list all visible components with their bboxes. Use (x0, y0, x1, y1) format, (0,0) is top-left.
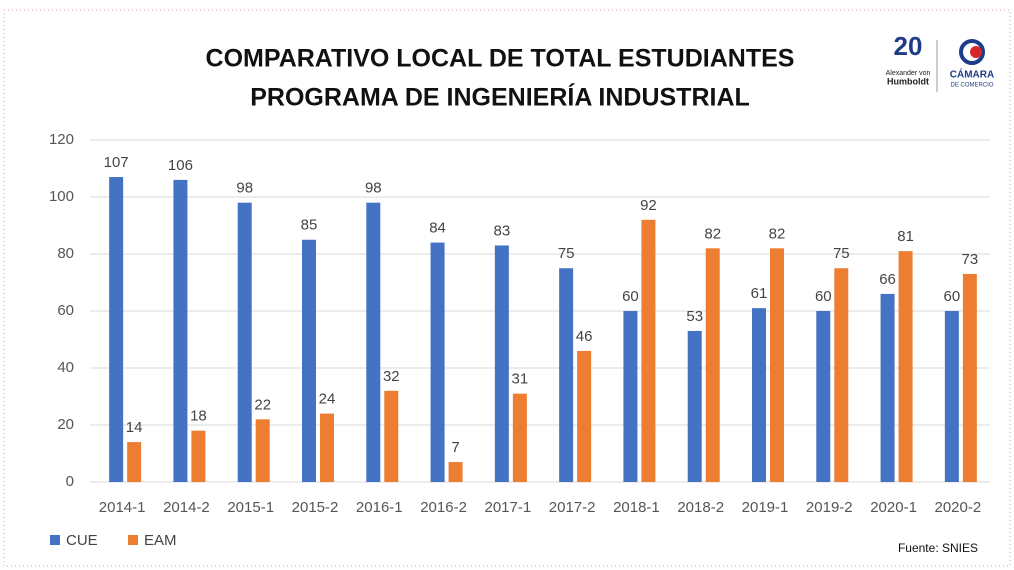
logo-text: DE COMERCIO (950, 83, 993, 89)
bar (512, 393, 527, 482)
bar (962, 273, 977, 482)
data-label: 75 (833, 245, 850, 262)
x-tick-label: 2018-2 (677, 499, 724, 516)
data-label: 81 (897, 228, 914, 245)
data-label: 82 (769, 225, 786, 242)
source: Fuente: SNIES (898, 541, 978, 555)
y-tick-label: 40 (57, 359, 74, 376)
data-label: 31 (512, 371, 529, 388)
bar (577, 350, 592, 482)
bar (109, 177, 124, 483)
chart-subtitle: PROGRAMA DE INGENIERÍA INDUSTRIAL (250, 83, 750, 112)
bar (834, 268, 849, 482)
x-tick-label: 2016-1 (356, 499, 403, 516)
logo: 20 Alexander von Humboldt CÁMARA DE COME… (886, 31, 994, 92)
legend-swatch (128, 535, 138, 545)
logo-icon (970, 46, 982, 58)
bar (448, 462, 463, 482)
data-label: 18 (190, 408, 207, 425)
x-tick-label: 2019-1 (742, 499, 789, 516)
x-tick-label: 2016-2 (420, 499, 467, 516)
bar (366, 202, 381, 482)
data-label: 75 (558, 245, 575, 262)
logo-text: Humboldt (887, 76, 929, 86)
bar (384, 390, 399, 482)
x-tick-label: 2020-1 (870, 499, 917, 516)
data-label: 82 (704, 225, 721, 242)
data-label: 32 (383, 368, 400, 385)
frame (3, 9, 1011, 567)
bar (320, 413, 334, 482)
y-tick-label: 60 (57, 302, 74, 319)
data-label: 66 (879, 271, 896, 288)
bar (173, 179, 188, 482)
y-tick-label: 20 (57, 416, 74, 433)
bar (641, 219, 656, 483)
bar (237, 202, 252, 482)
x-tick-label: 2019-2 (806, 499, 853, 516)
y-tick-label: 100 (49, 188, 74, 205)
bar (191, 430, 206, 482)
y-tick-label: 0 (66, 473, 74, 490)
data-label: 22 (254, 396, 271, 413)
logo-icon (959, 39, 985, 65)
bar (752, 308, 766, 482)
bar (302, 239, 316, 482)
logo-text: Alexander von (886, 70, 931, 77)
x-tick-label: 2018-1 (613, 499, 660, 516)
x-tick-label: 2014-1 (99, 499, 146, 516)
bar (494, 245, 509, 482)
bar (816, 311, 831, 482)
data-label: 61 (751, 285, 768, 302)
bar (770, 248, 784, 482)
data-label: 106 (168, 157, 193, 174)
data-label: 24 (319, 391, 336, 408)
data-label: 46 (576, 328, 593, 345)
data-label: 84 (429, 220, 446, 237)
data-label: 107 (104, 154, 129, 171)
data-label: 98 (365, 180, 382, 197)
x-tick-label: 2015-2 (292, 499, 339, 516)
data-label: 60 (815, 288, 832, 305)
y-tick-label: 80 (57, 245, 74, 262)
x-tick-label: 2017-2 (549, 499, 596, 516)
bar (944, 311, 959, 482)
x-tick-label: 2017-1 (484, 499, 531, 516)
x-tick-label: 2015-1 (227, 499, 274, 516)
bar (898, 251, 913, 482)
bar (705, 248, 720, 482)
data-label: 53 (686, 308, 703, 325)
y-tick-label: 120 (49, 131, 74, 148)
logo-text: CÁMARA (950, 68, 994, 81)
bar (880, 293, 895, 482)
legend-label: CUE (66, 532, 98, 549)
chart-title: COMPARATIVO LOCAL DE TOTAL ESTUDIANTES (206, 45, 795, 73)
legend-label: EAM (144, 532, 177, 549)
data-label: 83 (494, 222, 511, 239)
data-label: 98 (236, 180, 253, 197)
data-label: 14 (126, 419, 143, 436)
x-tick-label: 2014-2 (163, 499, 210, 516)
bar (430, 242, 445, 482)
bar (559, 268, 574, 482)
data-label: 73 (962, 251, 979, 268)
data-label: 60 (622, 288, 639, 305)
data-label: 85 (301, 217, 318, 234)
bar (687, 330, 702, 482)
data-label: 7 (451, 439, 459, 456)
bar (623, 311, 638, 482)
data-label: 60 (944, 288, 961, 305)
x-tick-label: 2020-2 (934, 499, 981, 516)
legend-swatch (50, 535, 60, 545)
data-label: 92 (640, 197, 657, 214)
bar (255, 419, 270, 482)
bar (127, 442, 142, 482)
logo-text: 20 (894, 31, 923, 61)
